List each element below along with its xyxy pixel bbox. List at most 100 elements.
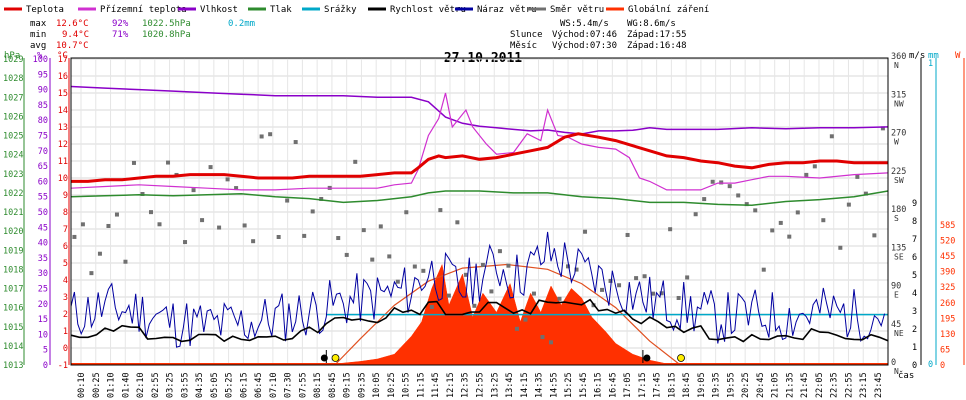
hpa-tick: 1019 [3, 246, 23, 256]
wind-direction-point [863, 191, 868, 196]
wind-direction-point [131, 160, 136, 165]
wind-direction-point [497, 249, 502, 254]
stat-avg-label: avg [30, 41, 46, 51]
wind-direction-point [872, 233, 877, 238]
celsius-tick: -1 [58, 361, 68, 371]
moonset-marker [643, 354, 651, 362]
wind-direction-point [123, 259, 128, 264]
wind-direction-point [114, 212, 119, 217]
direction-deg-tick: 45 [891, 320, 901, 330]
celsius-tick: 0 [63, 344, 68, 354]
wind-direction-point [829, 134, 834, 139]
axis-unit-mm: mm [928, 51, 939, 61]
wind-direction-point [463, 272, 468, 277]
watt-tick: 455 [940, 252, 955, 262]
celsius-tick: 17 [58, 55, 68, 65]
celsius-tick: 14 [58, 106, 68, 116]
ground-temperature-line [70, 92, 889, 191]
time-tick: 14:55 [549, 372, 559, 398]
time-tick: 01:40 [121, 372, 131, 398]
celsius-tick: 13 [58, 123, 68, 133]
stat-max-temp: 12.6°C [56, 19, 89, 29]
time-tick: 12:15 [446, 372, 456, 398]
direction-dir-tick: SW [894, 176, 904, 185]
time-tick: 08:15 [313, 372, 323, 398]
wind-direction-point [251, 239, 256, 244]
celsius-tick: 11 [58, 157, 68, 167]
legend-label-7: Směr větru [550, 5, 604, 15]
watt-tick: 65 [940, 345, 950, 355]
direction-dir-tick: N [894, 61, 899, 70]
wind-direction-point [506, 263, 511, 268]
celsius-tick: 1 [63, 327, 68, 337]
wind-direction-point [778, 220, 783, 225]
left-axes: 1029102810271026102510241023102210211020… [3, 55, 70, 371]
wind-direction-point [234, 186, 239, 191]
wind-speed-line [70, 298, 889, 343]
direction-deg-tick: 225 [891, 167, 906, 177]
hpa-tick: 1015 [3, 323, 23, 333]
axis-unit-time: čas [898, 370, 914, 381]
wind-direction-point [259, 134, 264, 139]
wind-direction-point [157, 222, 162, 227]
time-tick: 03:25 [166, 372, 176, 398]
wind-direction-point [429, 304, 434, 309]
time-tick: 20:45 [756, 372, 766, 398]
stat-max-hum: 92% [112, 19, 129, 29]
time-tick: 05:25 [225, 372, 235, 398]
moon-set: Západ:16:48 [627, 41, 687, 51]
wind-direction-point [80, 222, 85, 227]
pct-tick: 65 [38, 162, 48, 172]
wind-direction-point [293, 140, 298, 145]
wind-direction-point [514, 326, 519, 331]
direction-deg-tick: 360 [891, 52, 906, 62]
wind-direction-point [404, 210, 409, 215]
time-tick: 21:05 [771, 372, 781, 398]
hpa-tick: 1029 [3, 55, 23, 65]
wind-direction-point [838, 245, 843, 250]
hpa-tick: 1024 [3, 151, 23, 161]
legend-label-5: Rychlost větru [390, 5, 466, 15]
wind-direction-point [242, 223, 247, 228]
wind-direction-point [821, 218, 826, 223]
sun-label: Slunce [510, 30, 543, 40]
pct-tick: 50 [38, 208, 48, 218]
celsius-tick: 4 [63, 276, 68, 286]
hpa-tick: 1023 [3, 170, 23, 180]
wind-direction-point [166, 160, 171, 165]
celsius-tick: 3 [63, 293, 68, 303]
wind-direction-point [302, 233, 307, 238]
time-tick: 18:15 [667, 372, 677, 398]
pct-tick: 35 [38, 254, 48, 264]
time-tick: 09:35 [357, 372, 367, 398]
wind-direction-point [480, 262, 485, 267]
watt-tick: 585 [940, 221, 955, 231]
wind-direction-point [353, 159, 358, 164]
pct-tick: 60 [38, 177, 48, 187]
time-tick: 00:25 [92, 372, 102, 398]
wind-direction-point [761, 267, 766, 272]
pct-tick: 55 [38, 193, 48, 203]
pct-tick: 80 [38, 116, 48, 126]
wind-gust-info: WG:8.6m/s [627, 19, 676, 29]
time-tick: 16:15 [594, 372, 604, 398]
celsius-tick: 15 [58, 89, 68, 99]
pct-tick: 70 [38, 147, 48, 157]
wind-direction-point [846, 202, 851, 207]
time-tick: 06:15 [239, 372, 249, 398]
time-tick: 12:55 [476, 372, 486, 398]
pct-tick: 90 [38, 86, 48, 96]
wind-direction-point [719, 180, 724, 185]
wind-direction-point [770, 228, 775, 233]
watt-tick: 260 [940, 299, 955, 309]
wind-direction-point [140, 192, 145, 197]
wind-direction-point [710, 179, 715, 184]
moon-label: Měsíc [510, 41, 537, 51]
celsius-tick: 8 [63, 208, 68, 218]
ms-tick: 8 [912, 217, 917, 227]
wind-direction-point [412, 264, 417, 269]
wind-direction-point [634, 276, 639, 281]
legend-label-0: Teplota [26, 5, 64, 15]
wind-direction-point [89, 271, 94, 276]
